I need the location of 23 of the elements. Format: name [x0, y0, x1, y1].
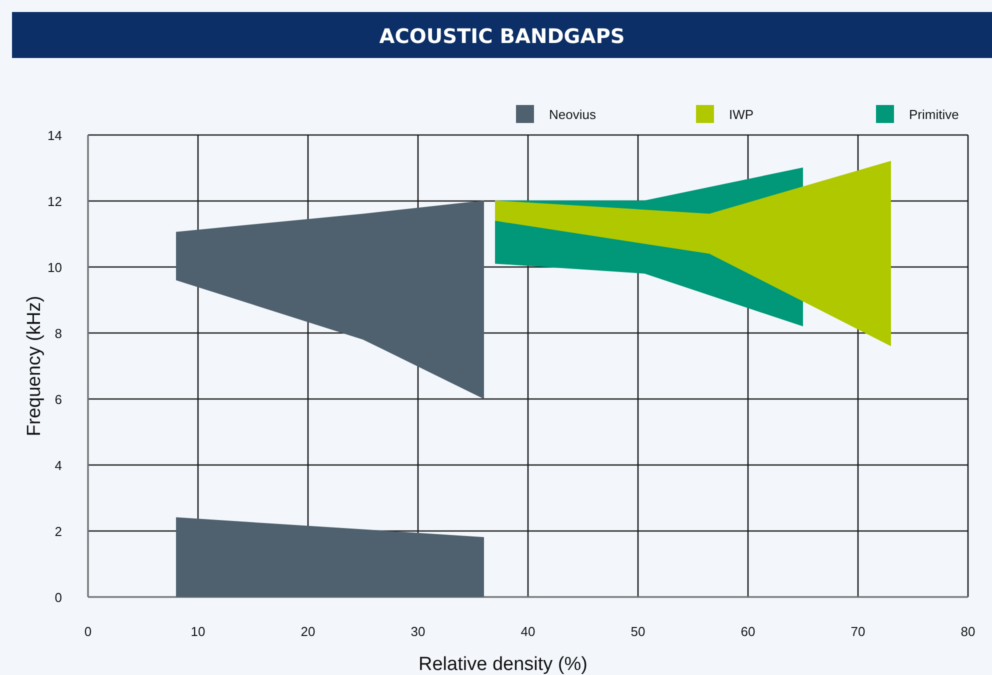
legend-label: Neovius — [549, 107, 596, 122]
y-tick-label: 2 — [54, 524, 62, 539]
y-tick-label: 8 — [54, 326, 62, 341]
x-tick-label: 50 — [630, 624, 646, 639]
x-tick-label: 40 — [520, 624, 536, 639]
y-axis-title: Frequency (kHz) — [24, 296, 45, 436]
y-tick-label: 6 — [54, 392, 62, 407]
x-tick-label: 0 — [84, 624, 92, 639]
y-tick-label: 12 — [48, 194, 62, 209]
x-tick-label: 30 — [410, 624, 426, 639]
x-tick-label: 20 — [300, 624, 316, 639]
x-tick-label: 70 — [850, 624, 866, 639]
x-axis-title: Relative density (%) — [418, 654, 588, 675]
legend-label: IWP — [729, 107, 754, 122]
x-tick-label: 10 — [190, 624, 206, 639]
y-tick-label: 10 — [48, 260, 62, 275]
y-tick-label: 0 — [54, 590, 62, 605]
y-tick-label: 4 — [54, 458, 62, 473]
x-tick-label: 60 — [740, 624, 756, 639]
legend-label: Primitive — [909, 107, 959, 122]
y-tick-label: 14 — [48, 128, 62, 143]
x-tick-label: 80 — [960, 624, 976, 639]
chart-title: ACOUSTIC BANDGAPS — [379, 24, 625, 48]
